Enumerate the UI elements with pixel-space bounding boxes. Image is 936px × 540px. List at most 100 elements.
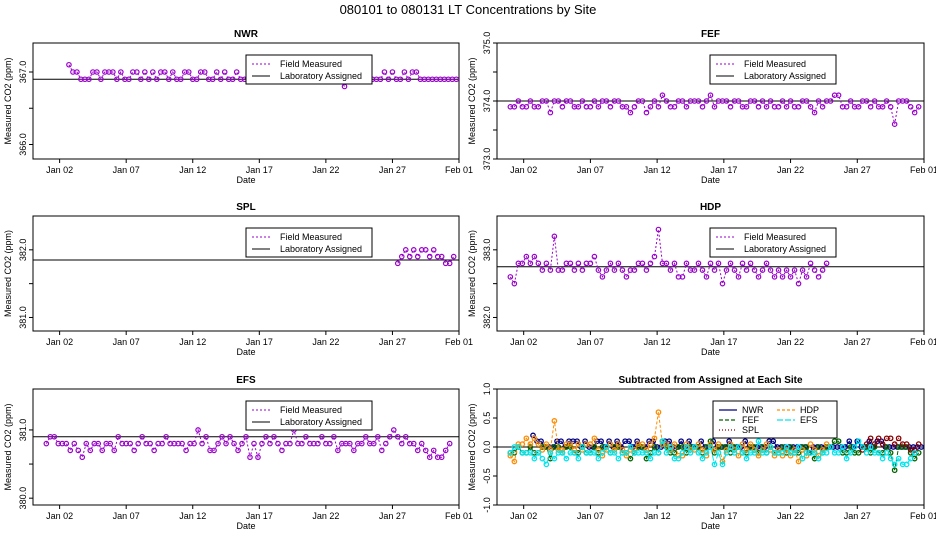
data-point (859, 444, 866, 450)
data-point (75, 447, 82, 454)
data-point (879, 455, 886, 462)
data-point (390, 427, 397, 433)
x-tick-label: Jan 02 (510, 337, 537, 347)
data-point (875, 449, 882, 456)
data-point (695, 449, 702, 456)
data-point (795, 280, 802, 287)
data-point (398, 253, 405, 260)
data-point (627, 109, 634, 116)
data-point (523, 104, 530, 110)
data-point (883, 449, 890, 456)
data-point (847, 98, 854, 104)
legend: Field Measured Laboratory Assigned (245, 54, 373, 85)
data-point (591, 253, 598, 260)
data-point (571, 447, 578, 453)
data-point (735, 98, 742, 104)
data-point (787, 452, 794, 459)
panel-difference: Subtracted from Assigned at Each Site -1.… (467, 375, 936, 531)
data-point (643, 109, 650, 116)
x-tick-label: Jan 22 (777, 511, 804, 521)
data-point (86, 76, 92, 83)
x-tick-label: Jan 07 (113, 165, 140, 175)
data-point (219, 433, 225, 440)
legend-label-assigned: Laboratory Assigned (280, 417, 362, 427)
data-point (891, 441, 898, 447)
data-point (807, 104, 814, 110)
plot-frame (32, 388, 460, 506)
data-point (161, 69, 168, 75)
data-point (659, 438, 666, 445)
data-point (607, 441, 614, 447)
x-tick-label: Jan 02 (46, 337, 73, 347)
data-point (319, 433, 325, 440)
data-point (783, 444, 790, 450)
data-point (903, 461, 910, 468)
data-point (142, 69, 148, 75)
x-tick-label: Feb 01 (445, 165, 473, 175)
data-point (94, 69, 100, 75)
data-point (759, 267, 766, 273)
data-point (683, 104, 690, 110)
data-point (891, 461, 898, 468)
data-point (243, 433, 249, 440)
y-tick-label: 381.0 (18, 419, 28, 442)
data-point (115, 433, 122, 440)
data-point (907, 455, 914, 462)
data-point (675, 455, 682, 462)
legend-box (245, 227, 373, 258)
data-point (543, 461, 550, 468)
data-point (871, 441, 878, 447)
legend-label-assigned: Laboratory Assigned (744, 244, 826, 254)
data-point (787, 274, 794, 280)
data-point (671, 260, 678, 267)
data-point (842, 444, 849, 450)
data-point (426, 454, 433, 461)
data-point (903, 98, 910, 104)
data-point (193, 76, 200, 83)
data-point (723, 98, 730, 104)
field-measured-line (509, 229, 828, 286)
data-point (903, 441, 910, 447)
data-point (446, 440, 453, 447)
data-point (422, 447, 429, 454)
data-point (823, 260, 830, 267)
data-point (703, 274, 710, 280)
y-tick-label: 375.0 (482, 32, 492, 55)
data-point (863, 98, 870, 104)
data-point (803, 444, 810, 450)
field-measured-line (510, 94, 920, 125)
data-point (763, 441, 770, 447)
data-point (751, 449, 758, 456)
x-tick-label: Feb 01 (445, 511, 473, 521)
data-point (663, 441, 670, 447)
data-point (450, 253, 457, 260)
data-point (547, 449, 554, 456)
data-point (763, 260, 770, 267)
data-point (915, 441, 922, 447)
data-point (507, 452, 514, 459)
data-point (747, 260, 754, 267)
data-point (759, 98, 766, 104)
data-point (891, 121, 898, 128)
data-point (551, 233, 558, 240)
x-tick-label: Jan 07 (577, 337, 604, 347)
data-point (507, 274, 514, 280)
data-point (803, 98, 810, 104)
data-point (755, 438, 762, 445)
data-point (683, 444, 690, 450)
data-point (535, 449, 542, 456)
data-point (815, 274, 822, 280)
data-point (683, 260, 690, 267)
data-point (259, 440, 265, 447)
legend-box (245, 400, 373, 431)
data-point (229, 76, 236, 83)
panel-fef: FEF 373.0 374.0 375.0 Jan 02 Jan 07 Jan 12 Jan … (467, 29, 936, 185)
data-point (663, 98, 670, 104)
x-axis-label: Date (236, 521, 255, 531)
data-point (414, 447, 421, 454)
data-point (221, 69, 228, 75)
data-point (607, 260, 614, 267)
data-point (795, 444, 802, 450)
data-point (763, 104, 770, 110)
